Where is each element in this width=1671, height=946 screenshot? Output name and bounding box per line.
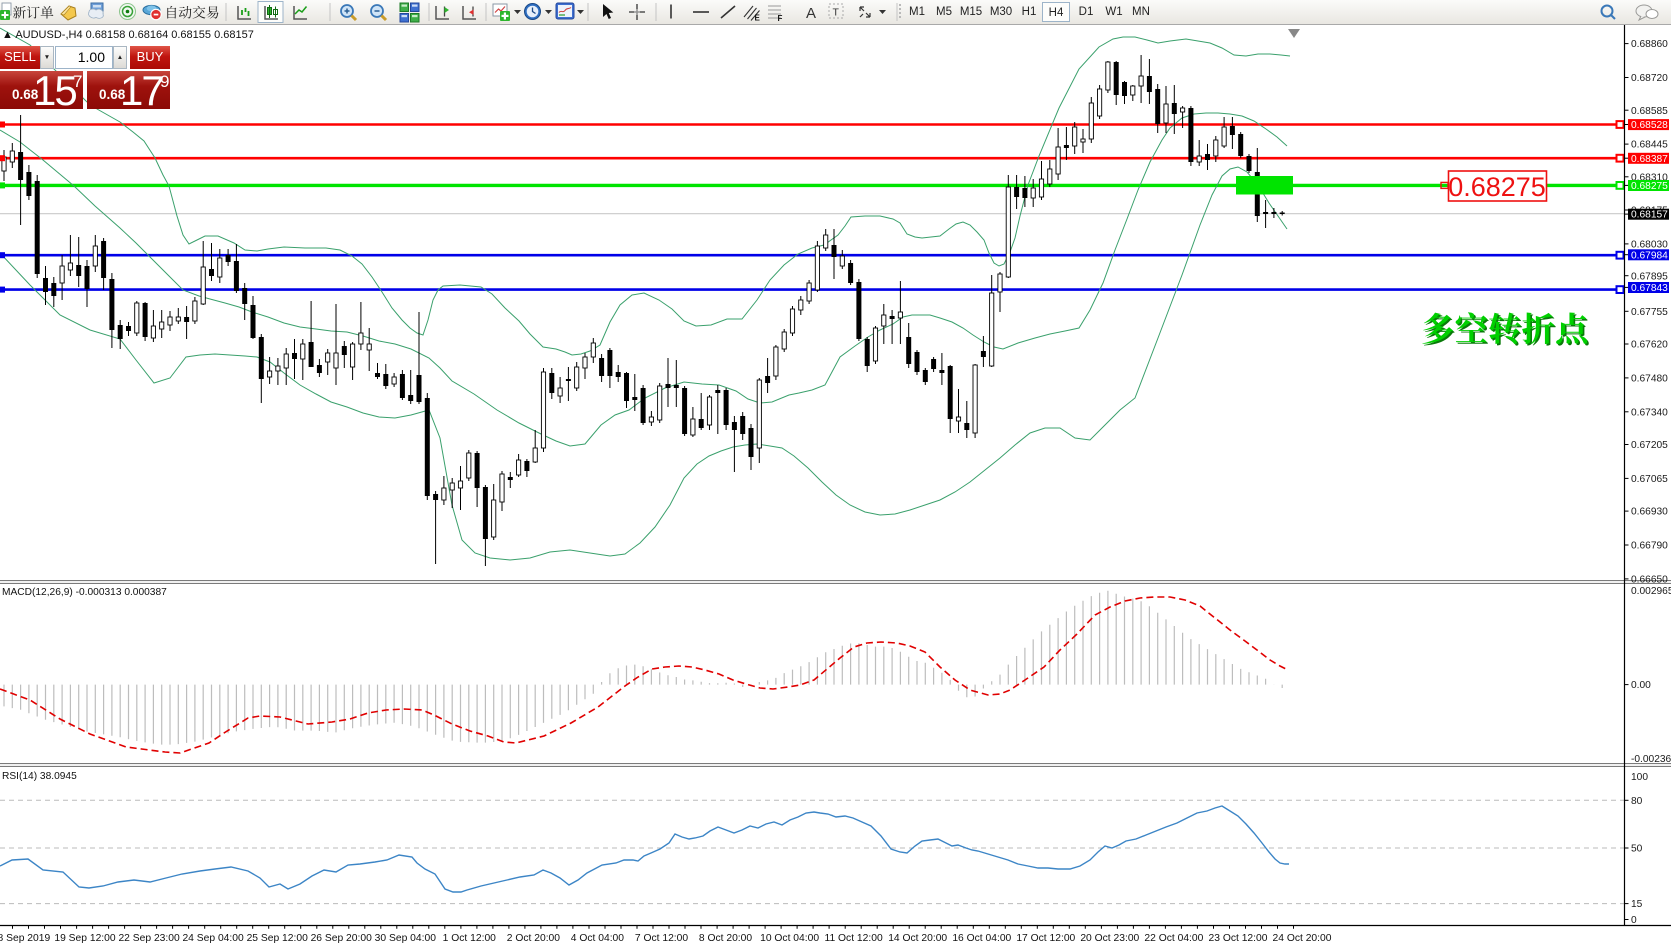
svg-text:30 Sep 04:00: 30 Sep 04:00 — [375, 933, 437, 944]
svg-text:24 Sep 04:00: 24 Sep 04:00 — [182, 933, 244, 944]
svg-text:4 Oct 04:00: 4 Oct 04:00 — [571, 933, 625, 944]
svg-text:0.68275: 0.68275 — [1631, 181, 1668, 192]
svg-text:0.67755: 0.67755 — [1631, 307, 1668, 318]
svg-text:22 Sep 23:00: 22 Sep 23:00 — [118, 933, 180, 944]
svg-text:0.67205: 0.67205 — [1631, 440, 1668, 451]
svg-text:0.66790: 0.66790 — [1631, 541, 1668, 552]
svg-text:0.68387: 0.68387 — [1631, 154, 1668, 165]
svg-text:F: F — [778, 14, 783, 23]
svg-text:▲ AUDUSD-,H4 0.68158 0.68164: ▲ AUDUSD-,H4 0.68158 0.68164 0.68155 0.6… — [2, 29, 254, 41]
svg-text:2 Oct 20:00: 2 Oct 20:00 — [507, 933, 561, 944]
svg-text:0.67895: 0.67895 — [1631, 271, 1668, 282]
svg-text:20 Oct 23:00: 20 Oct 23:00 — [1080, 933, 1139, 944]
svg-text:25 Sep 12:00: 25 Sep 12:00 — [247, 933, 309, 944]
svg-text:0.68528: 0.68528 — [1631, 120, 1668, 131]
svg-text:0.67843: 0.67843 — [1631, 283, 1668, 294]
svg-text:RSI(14) 38.0945: RSI(14) 38.0945 — [2, 771, 77, 782]
svg-text:10 Oct 04:00: 10 Oct 04:00 — [760, 933, 819, 944]
svg-text:26 Sep 20:00: 26 Sep 20:00 — [311, 933, 373, 944]
svg-text:0.68585: 0.68585 — [1631, 106, 1668, 117]
svg-text:E: E — [755, 14, 761, 23]
svg-text:15: 15 — [1631, 899, 1643, 910]
svg-text:0.68157: 0.68157 — [1631, 210, 1668, 221]
svg-text:100: 100 — [1631, 772, 1648, 783]
svg-text:0.00: 0.00 — [1631, 680, 1651, 691]
svg-text:0.67065: 0.67065 — [1631, 474, 1668, 485]
svg-text:0.67984: 0.67984 — [1631, 250, 1668, 261]
svg-text:18 Sep 2019: 18 Sep 2019 — [0, 933, 50, 944]
svg-text:0.68860: 0.68860 — [1631, 39, 1668, 50]
svg-text:0.68445: 0.68445 — [1631, 140, 1668, 151]
svg-text:0.66930: 0.66930 — [1631, 507, 1668, 518]
svg-text:0: 0 — [1631, 915, 1637, 926]
svg-text:17 Oct 12:00: 17 Oct 12:00 — [1016, 933, 1075, 944]
svg-text:80: 80 — [1631, 796, 1643, 807]
svg-text:MACD(12,26,9) -0.000313 0.0003: MACD(12,26,9) -0.000313 0.000387 — [2, 587, 167, 598]
svg-text:0.002965: 0.002965 — [1631, 586, 1671, 597]
svg-text:22 Oct 04:00: 22 Oct 04:00 — [1144, 933, 1203, 944]
svg-text:19 Sep 12:00: 19 Sep 12:00 — [54, 933, 116, 944]
svg-text:T: T — [833, 7, 840, 19]
svg-text:0.67340: 0.67340 — [1631, 407, 1668, 418]
svg-text:11 Oct 12:00: 11 Oct 12:00 — [824, 933, 882, 944]
svg-text:7 Oct 12:00: 7 Oct 12:00 — [635, 933, 689, 944]
svg-text:0.68720: 0.68720 — [1631, 73, 1668, 84]
svg-text:23 Oct 12:00: 23 Oct 12:00 — [1209, 933, 1268, 944]
svg-text:0.68310: 0.68310 — [1631, 172, 1668, 183]
svg-text:0.68030: 0.68030 — [1631, 240, 1668, 251]
svg-text:8 Oct 20:00: 8 Oct 20:00 — [699, 933, 753, 944]
svg-text:14 Oct 20:00: 14 Oct 20:00 — [888, 933, 947, 944]
svg-text:16 Oct 04:00: 16 Oct 04:00 — [952, 933, 1011, 944]
svg-text:0.68275: 0.68275 — [1448, 172, 1546, 202]
svg-text:A: A — [806, 5, 816, 22]
svg-text:50: 50 — [1631, 844, 1643, 855]
svg-text:0.67480: 0.67480 — [1631, 374, 1668, 385]
svg-text:1 Oct 12:00: 1 Oct 12:00 — [443, 933, 497, 944]
svg-text:0.66650: 0.66650 — [1631, 575, 1668, 586]
svg-text:0.67620: 0.67620 — [1631, 340, 1668, 351]
svg-text:24 Oct 20:00: 24 Oct 20:00 — [1273, 933, 1332, 944]
